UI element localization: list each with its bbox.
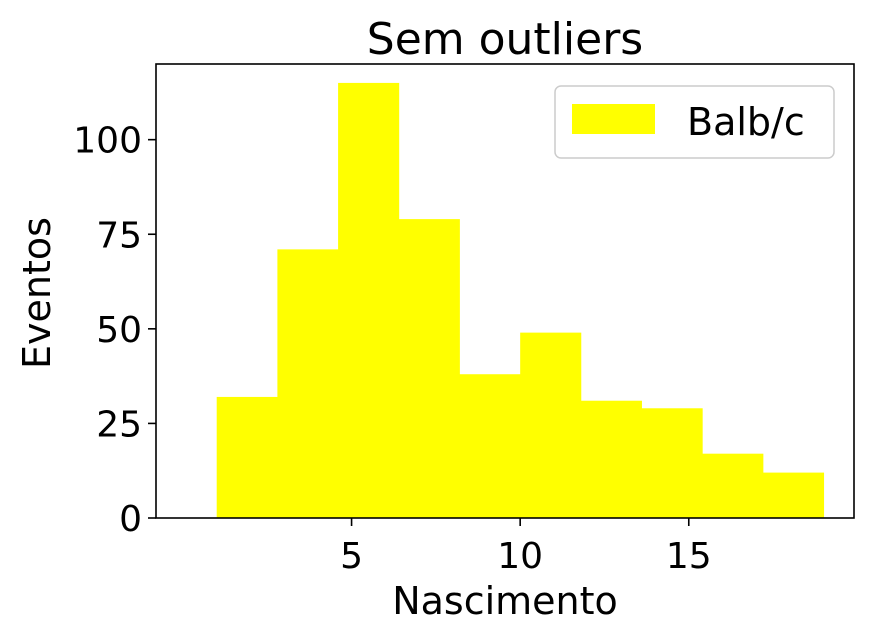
bars-group [216,82,825,519]
histogram-bar [520,332,582,518]
histogram-bar [338,82,400,519]
x-tick-label: 5 [340,536,363,577]
histogram-bar [216,396,278,518]
y-tick-label: 75 [96,215,142,256]
chart-title: Sem outliers [367,14,643,65]
x-axis-label: Nascimento [392,579,618,623]
legend-swatch [572,104,655,134]
y-axis-label: Eventos [15,217,59,369]
y-axis-ticks: 0 25 50 75 100 [73,121,156,540]
legend-label: Balb/c [687,100,805,144]
histogram-bar [641,408,703,518]
y-tick-label: 50 [96,310,142,351]
plot-frame [155,63,855,519]
y-tick-label: 25 [96,404,142,445]
y-tick-label: 0 [119,499,142,540]
legend: Balb/c [554,85,835,159]
y-tick-label: 100 [73,121,142,162]
histogram-bar [580,400,642,518]
histogram-bar [398,219,460,518]
x-tick-label: 10 [497,536,543,577]
histogram-bar [459,374,521,518]
histogram-bar [762,472,825,518]
x-axis-ticks: 5 10 15 [340,518,712,577]
x-tick-label: 15 [666,536,712,577]
histogram-bar [277,249,339,518]
histogram-bar [702,453,764,518]
